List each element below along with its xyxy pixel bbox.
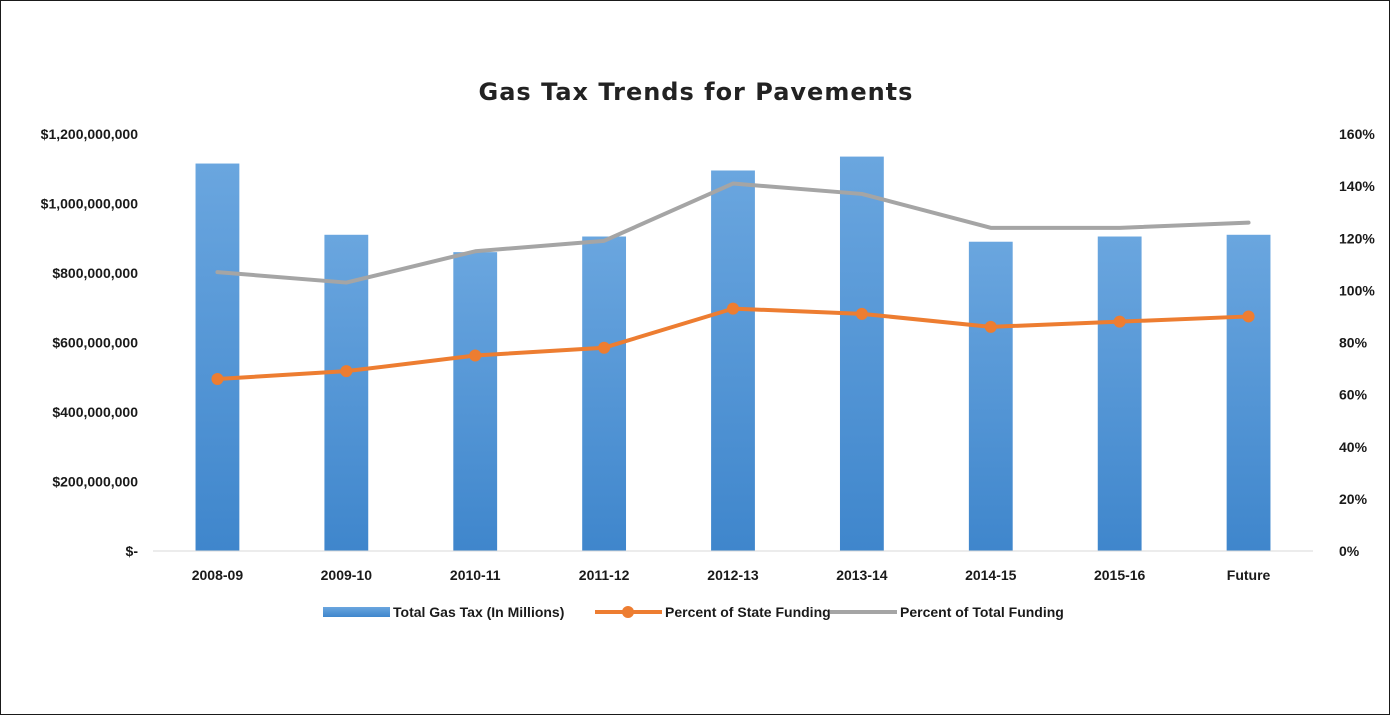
left-tick-label: $600,000,000: [52, 335, 138, 351]
left-tick-label: $400,000,000: [52, 404, 138, 420]
line-series: [211, 181, 1255, 385]
x-tick-label: 2011-12: [579, 567, 630, 583]
legend-label: Total Gas Tax (In Millions): [393, 604, 564, 620]
right-tick-label: 140%: [1339, 178, 1375, 194]
state-funding-point: [855, 307, 868, 320]
left-tick-label: $800,000,000: [52, 265, 138, 281]
bar: [582, 236, 627, 551]
right-tick-label: 120%: [1339, 230, 1375, 246]
bar: [1226, 234, 1271, 551]
right-tick-label: 0%: [1339, 543, 1360, 559]
total-funding-line: [215, 181, 1251, 285]
state-funding-point: [340, 365, 353, 378]
right-tick-label: 160%: [1339, 126, 1375, 142]
left-tick-label: $-: [126, 543, 139, 559]
x-tick-label: Future: [1227, 567, 1271, 583]
bar: [711, 170, 755, 552]
right-axis: 0% 20% 40% 60% 80% 100% 120% 140% 160%: [1339, 126, 1375, 559]
bar-series: [195, 156, 1271, 552]
state-funding-point: [1242, 310, 1255, 323]
bar: [195, 163, 240, 551]
left-tick-label: $200,000,000: [52, 474, 138, 490]
legend: Total Gas Tax (In Millions) Percent of St…: [323, 604, 1064, 620]
left-axis: $- $200,000,000 $400,000,000 $600,000,000 $8…: [41, 126, 139, 559]
bar: [839, 156, 884, 551]
left-tick-label: $1,000,000,000: [41, 196, 139, 212]
legend-bar-swatch: [323, 607, 390, 617]
state-funding-point: [598, 341, 611, 354]
x-tick-label: 2012-13: [707, 567, 759, 583]
legend-state-marker: [622, 606, 634, 618]
state-funding-point: [984, 320, 997, 333]
x-tick-label: 2014-15: [965, 567, 1017, 583]
state-funding-point: [211, 372, 224, 385]
bar: [968, 241, 1013, 551]
x-axis: 2008-09 2009-10 2010-11 2011-12 2012-13 2013-…: [192, 567, 1271, 583]
right-tick-label: 40%: [1339, 439, 1368, 455]
x-tick-label: 2009-10: [321, 567, 373, 583]
bar: [1097, 236, 1142, 551]
legend-label: Percent of Total Funding: [900, 604, 1064, 620]
legend-label: Percent of State Funding: [665, 604, 831, 620]
state-funding-point: [727, 302, 739, 315]
state-funding-point: [469, 349, 482, 362]
chart-title: Gas Tax Trends for Pavements: [479, 78, 914, 106]
right-tick-label: 20%: [1339, 491, 1368, 507]
x-tick-label: 2008-09: [192, 567, 244, 583]
right-tick-label: 60%: [1339, 387, 1368, 403]
state-funding-point: [1113, 315, 1126, 328]
right-tick-label: 100%: [1339, 282, 1375, 298]
x-tick-label: 2010-11: [450, 567, 501, 583]
x-tick-label: 2015-16: [1094, 567, 1146, 583]
right-tick-label: 80%: [1339, 335, 1368, 351]
left-tick-label: $1,200,000,000: [41, 126, 139, 142]
bar: [324, 234, 369, 551]
x-tick-label: 2013-14: [836, 567, 888, 583]
bar: [453, 252, 498, 551]
